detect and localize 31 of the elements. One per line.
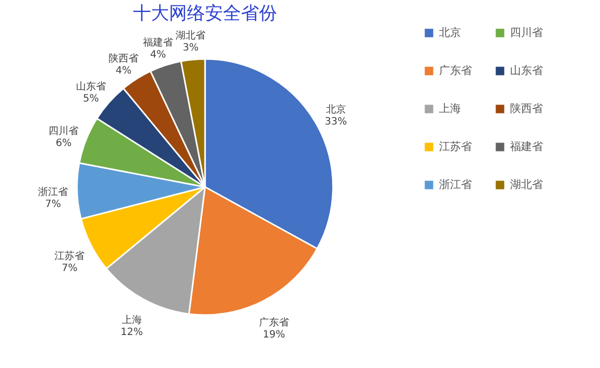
legend-label: 福建省 xyxy=(510,140,543,153)
slice-label: 四川省 xyxy=(48,125,79,138)
data-label: 6% xyxy=(56,138,72,150)
data-label: 7% xyxy=(45,198,62,210)
slice-label: 江苏省 xyxy=(54,250,85,262)
data-label: 4% xyxy=(150,49,166,60)
legend-label: 江苏省 xyxy=(439,140,472,153)
slice-label: 广东省 xyxy=(259,316,290,328)
slice-label: 湖北省 xyxy=(176,30,206,42)
slice-label: 浙江省 xyxy=(38,186,68,198)
data-label: 7% xyxy=(62,263,78,274)
data-label: 33% xyxy=(324,116,347,128)
data-label: 12% xyxy=(120,327,143,338)
data-label: 3% xyxy=(182,42,199,54)
legend-label: 湖北省 xyxy=(510,178,543,191)
legend-label: 山东省 xyxy=(510,64,543,77)
legend-label: 北京 xyxy=(439,26,461,39)
slice-label: 陕西省 xyxy=(108,52,139,65)
data-label: 19% xyxy=(262,329,286,340)
legend-label: 四川省 xyxy=(510,26,543,39)
slice-label: 北京 xyxy=(326,104,346,116)
legend-label: 陕西省 xyxy=(510,102,543,115)
slice-label: 上海 xyxy=(122,314,142,326)
legend-label: 上海 xyxy=(439,102,461,115)
data-label: 4% xyxy=(116,66,132,77)
legend-label: 浙江省 xyxy=(439,178,472,191)
data-label: 5% xyxy=(83,93,99,104)
chart-title: 十大网络安全省份 xyxy=(133,3,277,24)
legend-label: 广东省 xyxy=(439,64,472,77)
slice-label: 福建省 xyxy=(143,36,174,48)
slice-label: 山东省 xyxy=(76,80,106,92)
